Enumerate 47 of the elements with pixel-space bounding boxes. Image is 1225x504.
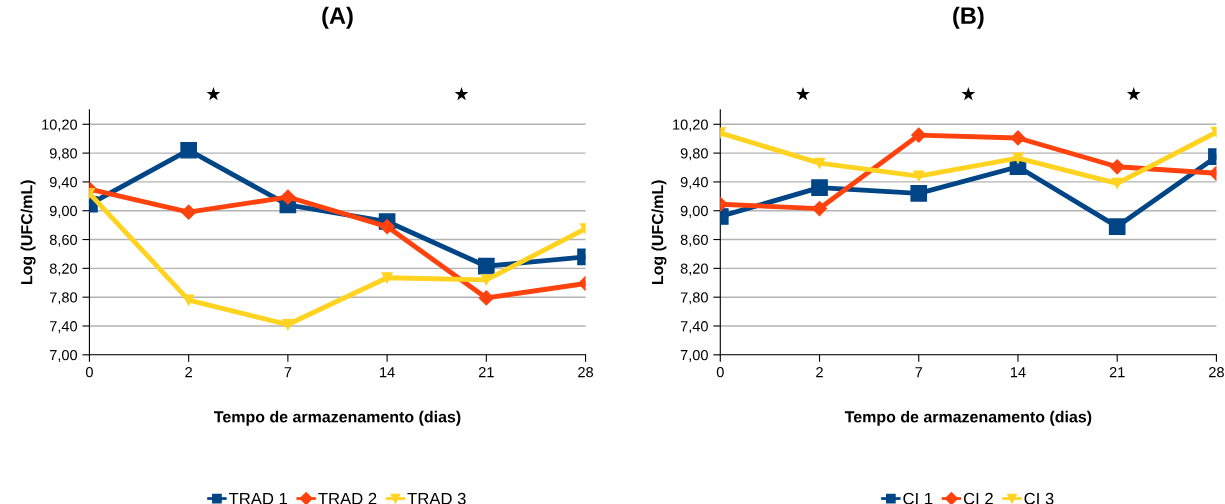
y-tick-label: 7,40 — [49, 321, 78, 334]
x-tick-label: 7 — [284, 367, 292, 378]
y-tick-label: 7,00 — [680, 349, 708, 362]
y-tick-label: 7,80 — [49, 292, 78, 305]
chart-title: (A) — [322, 6, 353, 29]
legend-label: TRAD 3 — [407, 492, 466, 504]
x-tick-label: 28 — [1209, 367, 1224, 378]
x-axis-title: Tempo de armazenamento (dias) — [844, 410, 1092, 426]
y-tick-label: 8,60 — [49, 234, 78, 247]
x-tick-label: 21 — [1109, 367, 1125, 378]
x-tick-label: 21 — [478, 367, 494, 378]
x-tick-label: 14 — [1010, 367, 1026, 378]
legend-label: TRAD 2 — [318, 492, 377, 504]
y-tick-label: 9,40 — [680, 177, 708, 190]
y-tick-label: 7,00 — [49, 349, 78, 362]
y-tick-label: 10,20 — [673, 119, 708, 132]
y-tick-label: 9,00 — [49, 205, 78, 218]
x-tick-label: 28 — [578, 367, 594, 378]
x-tick-label: 7 — [915, 367, 923, 378]
y-tick-label: 8,60 — [680, 234, 708, 247]
y-tick-label: 9,00 — [680, 205, 708, 218]
y-axis-title: Log (UFC/mL) — [651, 180, 667, 285]
x-tick-label: 2 — [816, 367, 823, 378]
y-tick-label: 7,40 — [680, 321, 708, 334]
text: ★ — [454, 87, 469, 101]
y-tick-label: 9,80 — [680, 148, 708, 161]
x-tick-label: 14 — [380, 367, 395, 378]
text: ★ — [206, 87, 221, 101]
y-tick-label: 10,20 — [42, 119, 78, 132]
y-tick-label: 9,40 — [49, 177, 78, 190]
y-tick-label: 8,20 — [49, 263, 78, 276]
x-tick-label: 0 — [716, 367, 724, 378]
chart-title: (B) — [953, 6, 984, 29]
text: ★ — [796, 87, 810, 101]
x-axis-title: Tempo de armazenamento (dias) — [214, 410, 461, 426]
legend-label: CI 2 — [963, 492, 993, 504]
text: ★ — [1126, 87, 1141, 101]
text: ★ — [961, 87, 976, 101]
legend-label: CI 1 — [903, 492, 933, 504]
y-tick-label: 8,20 — [680, 263, 708, 276]
x-tick-label: 0 — [85, 367, 93, 378]
y-axis-title: Log (UFC/mL) — [20, 180, 36, 285]
y-tick-label: 7,80 — [680, 292, 708, 305]
legend-label: CI 3 — [1024, 492, 1054, 504]
x-tick-label: 2 — [185, 367, 192, 378]
y-tick-label: 9,80 — [49, 148, 78, 161]
legend-label: TRAD 1 — [228, 492, 288, 504]
